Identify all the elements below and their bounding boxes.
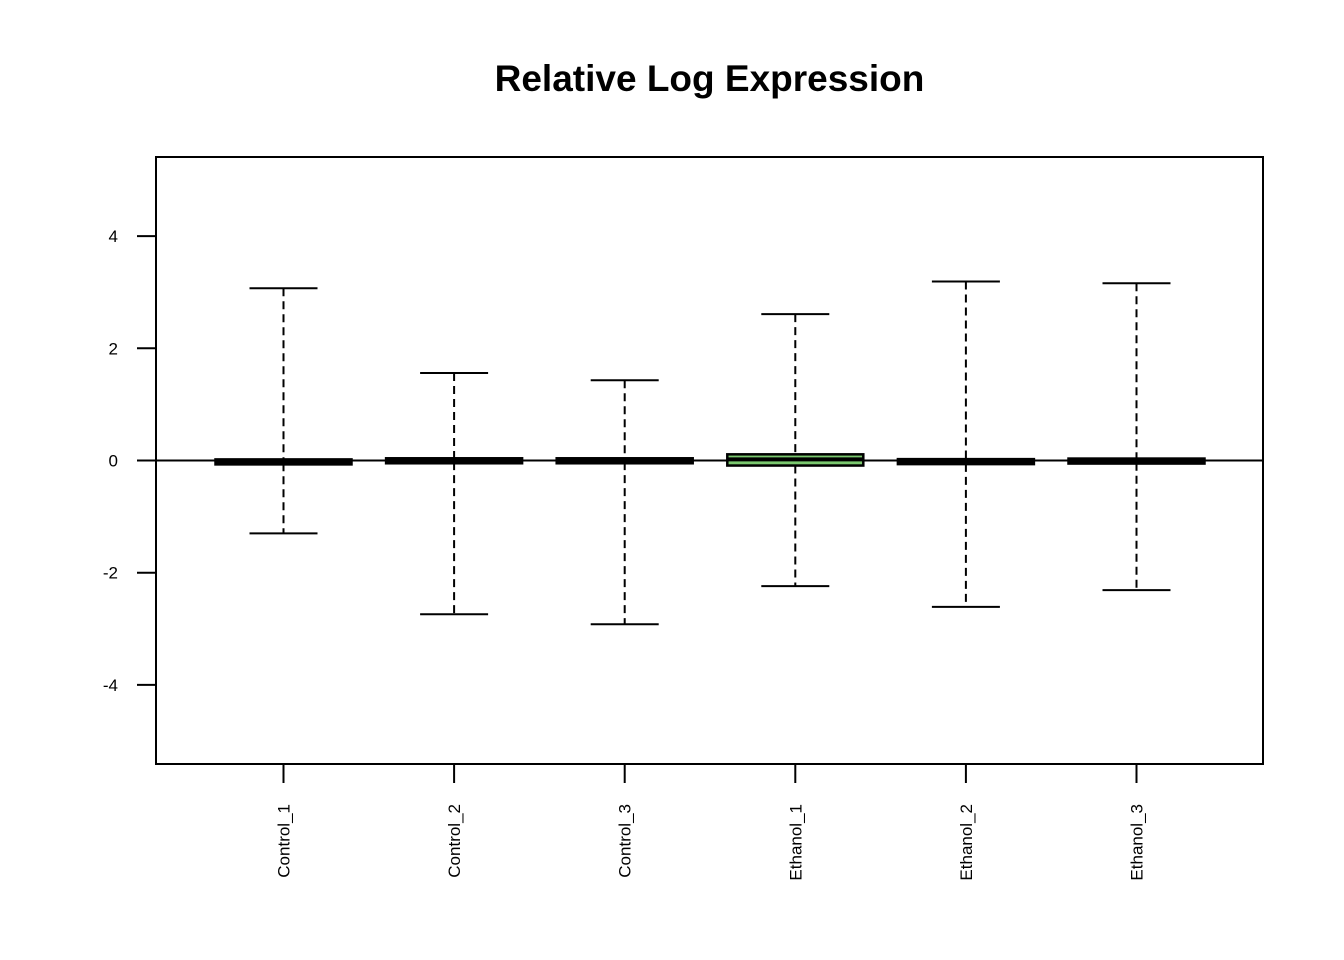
x-tick-label: Ethanol_1 [786,804,805,881]
x-tick-label: Ethanol_2 [957,804,976,881]
plot-frame [155,156,1264,765]
y-tick-label: -4 [103,676,118,695]
y-tick-label: 0 [109,452,118,471]
box-Ethanol_3 [1067,282,1206,592]
box-Ethanol_2 [896,280,1036,608]
y-tick-label: -2 [103,564,118,583]
box-Control_1 [214,287,353,535]
box-Control_3 [555,379,694,626]
x-tick-label: Control_1 [275,804,294,878]
axis-layer: Control_1 Control_2 Control_3 Ethanol_1 Etha… [103,227,1147,880]
boxes-layer [156,280,1263,626]
box-Control_2 [384,371,524,616]
x-tick-label: Ethanol_3 [1128,804,1147,881]
y-tick-label: 4 [109,227,118,246]
box-Ethanol_1 [726,313,865,588]
y-tick-label: 2 [109,339,118,358]
x-tick-label: Control_3 [616,804,635,878]
x-tick-label: Control_2 [445,804,464,878]
chart-title: Relative Log Expression [494,58,925,99]
